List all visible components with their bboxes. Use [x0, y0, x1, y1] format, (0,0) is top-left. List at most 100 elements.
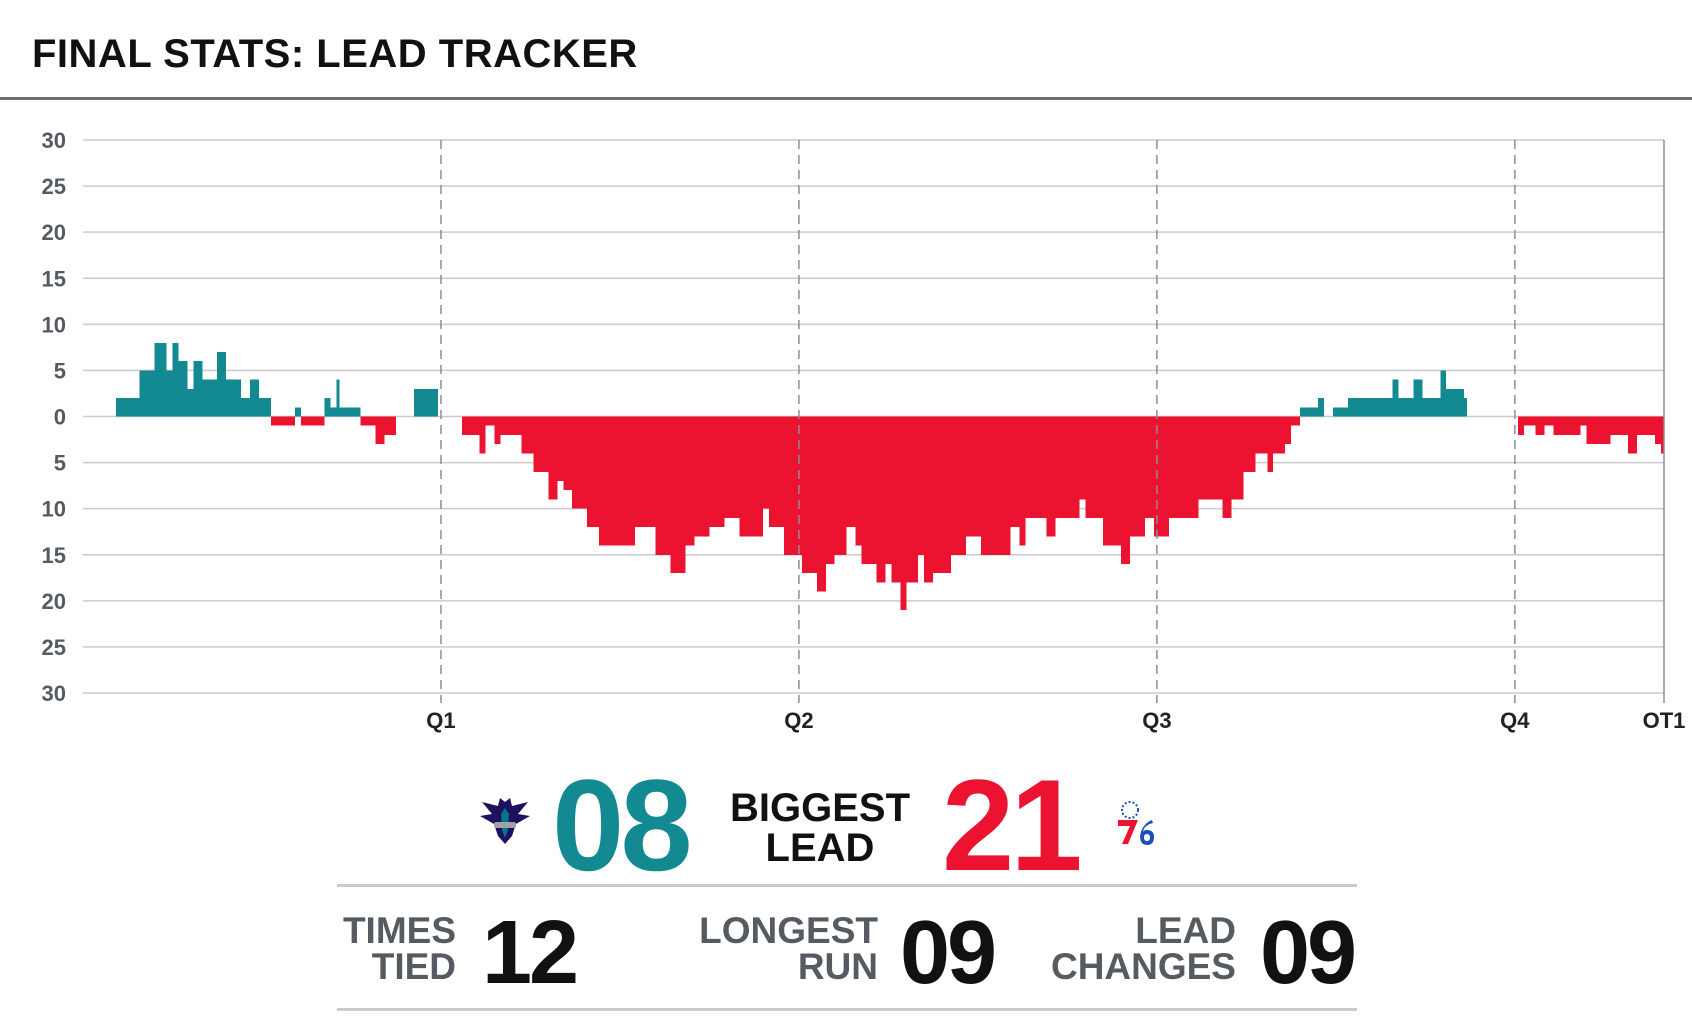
lead-bar-99 [1398, 398, 1414, 417]
lead-bar-101 [1422, 398, 1441, 417]
y-tick-label-1: 25 [42, 174, 66, 199]
lead-bar-22 [375, 416, 385, 445]
lead-bar-55 [855, 416, 862, 546]
lead-bar-16 [300, 416, 325, 426]
biggest-lead-label-line2: LEAD [765, 826, 875, 870]
lead-bar-37 [599, 416, 620, 546]
lead-bar-64 [933, 416, 952, 574]
lead-bar-54 [846, 416, 856, 528]
stat-value-longest-run: 09 [900, 903, 997, 1003]
lead-bar-63 [924, 416, 934, 583]
page-title: FINAL STATS: LEAD TRACKER [32, 32, 638, 76]
lead-bar-41 [670, 416, 686, 574]
lead-bar-5 [178, 361, 188, 417]
lead-bar-7 [193, 361, 203, 417]
y-tick-label-12: 30 [42, 681, 66, 706]
lead-bar-50 [801, 416, 817, 574]
lead-bar-20 [339, 407, 361, 417]
lead-bar-66 [965, 416, 981, 537]
lead-bar-76 [1103, 416, 1122, 546]
lead-bar-53 [834, 416, 847, 555]
lead-bar-96 [1347, 398, 1369, 417]
lead-bar-24 [414, 388, 438, 417]
lead-bar-112 [1610, 416, 1629, 435]
biggest-lead-away-value: 21 [942, 752, 1083, 898]
biggest-lead-label: BIGGEST LEAD [700, 788, 940, 868]
lead-bar-110 [1580, 416, 1587, 426]
lead-bar-38 [619, 416, 635, 546]
lead-bar-18 [330, 407, 337, 417]
lead-bar-1 [139, 370, 155, 417]
lead-bar-19 [336, 379, 340, 417]
lead-bar-12 [250, 379, 259, 417]
lead-bar-51 [816, 416, 826, 592]
lead-bar-85 [1231, 416, 1244, 500]
lead-bar-52 [825, 416, 835, 564]
y-tick-label-6: 0 [54, 405, 66, 430]
lead-bar-89 [1273, 416, 1286, 454]
lead-bar-105 [1517, 416, 1524, 435]
biggest-lead-label-line1: BIGGEST [729, 786, 911, 830]
lead-bar-2 [154, 342, 167, 417]
lead-bar-86 [1243, 416, 1256, 472]
lead-bar-10 [226, 379, 242, 417]
stats-divider-bottom [337, 1008, 1357, 1011]
lead-bar-82 [1177, 416, 1199, 518]
lead-bar-3 [166, 370, 173, 417]
lead-bar-113 [1628, 416, 1638, 454]
lead-bar-49 [784, 416, 802, 555]
lead-bar-84 [1222, 416, 1232, 518]
lead-bar-102 [1440, 370, 1447, 417]
lead-bar-90 [1285, 416, 1292, 445]
lead-bar-0 [115, 398, 140, 417]
lead-bar-57 [876, 416, 886, 583]
lead-bar-104 [1464, 398, 1468, 417]
period-label-q1: Q1 [426, 708, 455, 733]
y-tick-label-2: 20 [42, 220, 66, 245]
period-label-q3: Q3 [1142, 708, 1171, 733]
y-tick-label-9: 15 [42, 543, 66, 568]
stat-label-longest-run: LONGEST RUN [699, 910, 878, 987]
lead-bar-70 [1019, 416, 1026, 546]
76ers-logo-icon [1118, 801, 1154, 845]
biggest-lead-home-value: 08 [552, 752, 693, 898]
stat-value-times-tied: 12 [482, 903, 579, 1003]
lead-bar-78 [1130, 416, 1145, 537]
lead-bar-8 [202, 379, 218, 417]
lead-bar-74 [1079, 416, 1086, 500]
lead-bar-111 [1586, 416, 1611, 445]
lead-bar-95 [1332, 407, 1348, 417]
lead-bar-98 [1392, 379, 1399, 417]
lead-bar-83 [1198, 416, 1223, 500]
lead-bar-28 [494, 416, 501, 445]
stat-value-lead-changes: 09 [1260, 903, 1357, 1003]
lead-bar-30 [521, 416, 534, 454]
period-label-ot1: OT1 [1643, 708, 1686, 733]
lead-bar-59 [891, 416, 901, 583]
lead-bar-17 [324, 398, 331, 417]
lead-bar-44 [709, 416, 725, 528]
lead-bar-100 [1413, 379, 1423, 417]
period-label-q2: Q2 [784, 708, 813, 733]
stat-label-lead-changes: LEAD CHANGES [1050, 910, 1236, 987]
grid-layer [83, 139, 1664, 694]
lead-bar-42 [685, 416, 695, 546]
lead-bar-47 [763, 416, 770, 509]
lead-bar-58 [885, 416, 892, 564]
hornets-logo-icon [480, 798, 530, 844]
y-tick-label-0: 30 [42, 128, 66, 153]
label-layer: 30 25 20 15 10 5 0 5 10 15 20 25 30 Q1 Q2 Q3 Q4 OT1 [42, 128, 1686, 733]
y-tick-label-8: 10 [42, 497, 66, 522]
lead-bar-88 [1267, 416, 1274, 472]
lead-bar-43 [694, 416, 710, 537]
lead-bar-71 [1025, 416, 1047, 518]
lead-bar-15 [294, 407, 301, 417]
lead-bar-97 [1368, 398, 1393, 417]
period-layer [440, 140, 1665, 703]
lead-bar-48 [769, 416, 785, 528]
lead-bar-21 [360, 416, 376, 426]
y-tick-label-11: 25 [42, 635, 66, 660]
lead-bar-75 [1085, 416, 1104, 518]
lead-bar-13 [258, 398, 271, 417]
lead-bar-109 [1553, 416, 1581, 435]
